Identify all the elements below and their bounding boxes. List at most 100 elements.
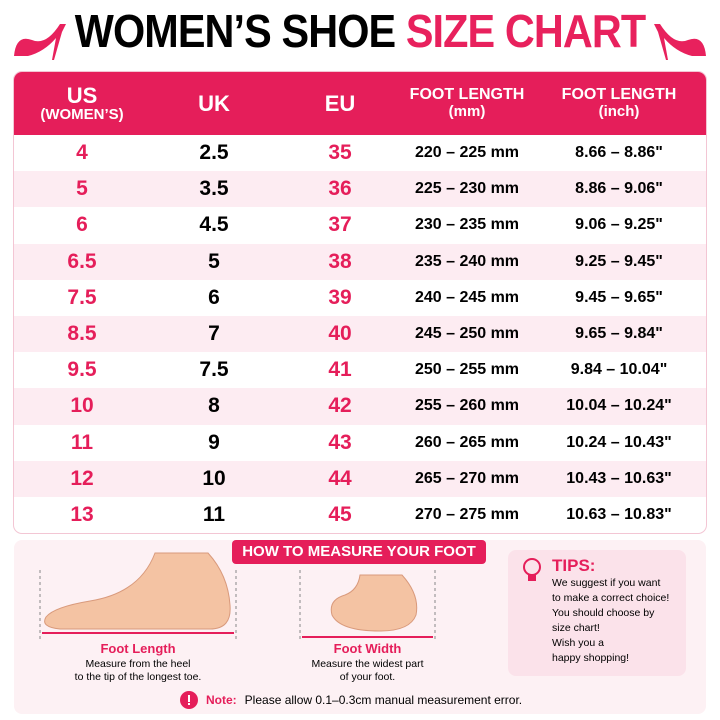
table-cell: 9.84 – 10.04" (570, 361, 668, 379)
table-cell: 11 (70, 430, 94, 454)
header-line: UK (198, 90, 230, 116)
header-line: US (66, 83, 98, 109)
table-cell: 11 (202, 502, 226, 526)
table-cell: 220 – 225 mm (414, 144, 520, 162)
tip-line: We suggest if you want (552, 577, 661, 589)
table-cell: 8.66 – 8.86" (575, 144, 663, 162)
table-cell: 12 (14, 460, 150, 497)
table-cell: 40 (278, 315, 402, 353)
table-cell: 13 (70, 502, 94, 526)
table-cell: 45 (328, 502, 352, 526)
table-cell: 9 (208, 430, 220, 454)
table-row: 10 8 42 255 – 260 mm 10.04 – 10.24" (14, 388, 706, 425)
table-cell: 43 (328, 430, 352, 454)
table-cell: 7.5 (199, 358, 229, 382)
table-cell: 9.45 – 9.65" (575, 288, 663, 306)
tip-line: happy shopping! (552, 652, 630, 664)
table-cell: 4 (76, 141, 88, 165)
bulb-icon (523, 558, 541, 581)
header-line: FOOT LENGTH (409, 86, 525, 104)
heel-icon-left (14, 24, 66, 60)
desc-line: of your foot. (339, 671, 396, 683)
table-cell: 2.5 (199, 141, 229, 165)
tips-box (508, 550, 686, 676)
table-cell: 8.86 – 9.06" (532, 171, 706, 208)
column-header: US (WOMEN’S) (14, 72, 150, 135)
table-cell: 42 (278, 388, 402, 425)
table-cell: 265 – 270 mm (402, 460, 532, 497)
table-cell: 240 – 245 mm (414, 288, 520, 306)
table-cell: 39 (328, 285, 352, 309)
length-desc: Measure from the heel to the tip of the l… (40, 658, 236, 684)
table-cell: 41 (328, 358, 352, 382)
table-cell: 6 (76, 213, 88, 237)
note: Note: Please allow 0.1–0.3cm manual measu… (180, 690, 522, 710)
table-cell: 10.63 – 10.83" (566, 505, 672, 523)
title: WOMEN’S SHOE SIZE CHART (36, 4, 684, 58)
header-line: (WOMEN’S) (40, 106, 124, 124)
table-cell: 38 (278, 243, 402, 280)
table-row: 6 4.5 37 230 – 235 mm 9.06 – 9.25" (14, 207, 706, 243)
table-cell: 8.5 (14, 315, 150, 353)
length-label: Foot Length (100, 641, 176, 656)
note-icon (180, 691, 198, 709)
measure-title: HOW TO MEASURE YOUR FOOT (232, 540, 486, 564)
table-cell: 35 (328, 141, 352, 165)
table-row: 11 9 43 260 – 265 mm 10.24 – 10.43" (14, 425, 706, 461)
table-cell: 8 (150, 388, 278, 425)
table-cell: 230 – 235 mm (414, 216, 520, 234)
column-header: FOOT LENGTH (mm) (402, 72, 532, 135)
table-cell: 44 (278, 460, 402, 497)
column-header: FOOT LENGTH (inch) (532, 72, 706, 135)
table-cell: 10 (150, 460, 278, 497)
table-cell: 37 (328, 213, 352, 237)
table-cell: 5 (14, 171, 150, 208)
table-cell: 6.5 (14, 243, 150, 280)
table-cell: 9.06 – 9.25" (575, 216, 663, 234)
table-cell: 10.43 – 10.63" (532, 460, 706, 497)
table-cell: 36 (278, 171, 402, 208)
table-cell: 3.5 (150, 171, 278, 208)
table-cell: 255 – 260 mm (402, 388, 532, 425)
title-part: WOMEN’S SHOE (74, 5, 396, 57)
tips-title: TIPS: (552, 556, 596, 575)
desc-line: to the tip of the longest toe. (74, 671, 202, 683)
table-cell: 9.25 – 9.45" (532, 243, 706, 280)
tip-line: size chart! (552, 622, 600, 634)
tip-line: You should choose by (552, 607, 655, 619)
table-row: 4 2.5 35 220 – 225 mm 8.66 – 8.86" (14, 135, 706, 171)
column-header: EU (278, 72, 402, 135)
header-line: (inch) (598, 103, 640, 121)
table-cell: 7.5 (67, 285, 97, 309)
width-label: Foot Width (333, 641, 402, 656)
foot-illustrations (39, 552, 436, 640)
note-label: Note: (206, 693, 237, 707)
table-cell: 10.04 – 10.24" (532, 388, 706, 425)
table-row: 12 10 44 265 – 270 mm 10.43 – 10.63" (14, 460, 706, 497)
table-row: 13 11 45 270 – 275 mm 10.63 – 10.83" (14, 497, 706, 533)
table-cell: 225 – 230 mm (402, 171, 532, 208)
table-cell: 245 – 250 mm (402, 315, 532, 353)
table-row: 7.5 6 39 240 – 245 mm 9.45 – 9.65" (14, 280, 706, 316)
tip-line: to make a correct choice! (552, 592, 670, 604)
title-part: SIZE CHART (405, 5, 646, 57)
table-cell: 5 (150, 243, 278, 280)
table-cell: 260 – 265 mm (414, 433, 520, 451)
desc-line: Measure from the heel (85, 658, 191, 670)
table-cell: 250 – 255 mm (414, 361, 520, 379)
tip-line: Wish you a (552, 637, 604, 649)
header-line: (mm) (448, 103, 486, 121)
table-cell: 235 – 240 mm (402, 243, 532, 280)
column-header: UK (150, 72, 278, 135)
table-cell: 4.5 (199, 213, 229, 237)
width-desc: Measure the widest part of your foot. (290, 658, 445, 684)
table-cell: 6 (208, 285, 220, 309)
table-cell: 9.65 – 9.84" (532, 315, 706, 353)
table-cell: 9.5 (67, 358, 97, 382)
table-row: 8.5 7 40 245 – 250 mm 9.65 – 9.84" (14, 315, 706, 353)
heel-icon-right (654, 24, 706, 60)
table-cell: 7 (150, 315, 278, 353)
table-row: 5 3.5 36 225 – 230 mm 8.86 – 9.06" (14, 171, 706, 208)
table-row: 6.5 5 38 235 – 240 mm 9.25 – 9.45" (14, 243, 706, 280)
